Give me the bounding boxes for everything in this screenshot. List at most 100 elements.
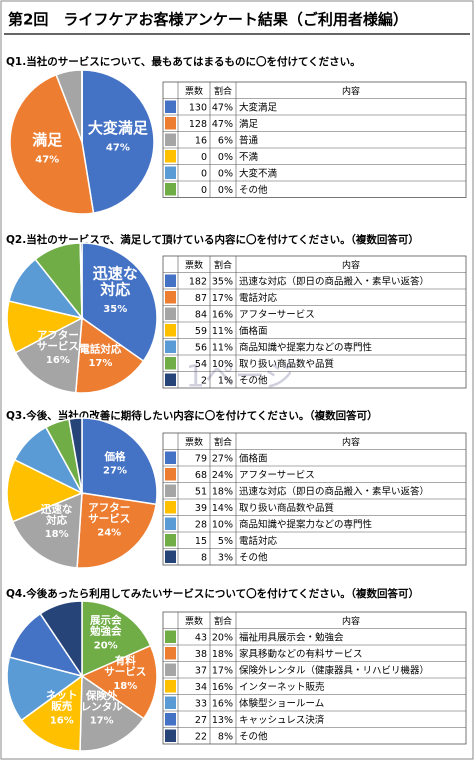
count: 37 (195, 665, 207, 676)
slice-label: ネット販売 (46, 690, 78, 713)
legend-swatch (165, 307, 176, 320)
slice-label-line: 勉強会 (89, 625, 122, 638)
category: その他 (239, 184, 268, 196)
share: 0% (218, 168, 233, 179)
legend-swatch (165, 713, 176, 726)
slice-label-line: 保険外 (85, 689, 118, 702)
pie-slice (79, 242, 83, 319)
share: 16% (212, 682, 233, 693)
slice-label-line: 有料 (115, 654, 136, 667)
count: 128 (189, 119, 207, 130)
count: 68 (195, 470, 207, 481)
legend-swatch (165, 501, 176, 514)
category: 迅速な対応（即日の商品搬入・素早い返答） (239, 485, 429, 497)
share: 5% (218, 536, 233, 547)
slice-label: 迅速な対応 (41, 502, 73, 526)
slice-share: 20% (94, 640, 118, 651)
category: 不満 (239, 152, 259, 163)
pie-slice (81, 242, 158, 363)
table-header: 割合 (214, 436, 232, 448)
table-header: 内容 (342, 259, 360, 271)
count: 51 (195, 486, 207, 497)
slice-label: 満足 (32, 131, 63, 149)
pie-slice (81, 417, 158, 506)
share: 0% (218, 185, 233, 196)
share: 11% (212, 326, 233, 337)
slice-label: 大変満足 (88, 118, 149, 136)
table-header: 票数 (185, 259, 203, 271)
share: 1% (218, 375, 233, 386)
category: 価格面 (239, 325, 268, 337)
legend-swatch (165, 291, 176, 304)
slice-share: 35% (103, 304, 127, 315)
category: アフターサービス (239, 470, 315, 481)
slice-label-line: 迅速な (93, 264, 138, 282)
legend-swatch (165, 324, 176, 337)
legend-swatch (165, 468, 176, 481)
slice-label: 迅速な対応 (93, 264, 138, 298)
question: Q1.当社のサービスについて、最もあてはまるものに〇を付けてください。 (6, 55, 361, 68)
share: 47% (212, 102, 233, 113)
legend-swatch (165, 663, 176, 676)
category: 商品知識や提案力などの専門性 (239, 518, 373, 530)
legend-swatch (165, 150, 176, 163)
pie-slice (79, 674, 145, 752)
legend-swatch (165, 550, 176, 563)
category: その他 (239, 730, 268, 742)
table-header: 票数 (185, 615, 203, 627)
category: 電話対応 (239, 535, 278, 547)
slice-label-line: 迅速な (41, 502, 73, 515)
table-header: 内容 (342, 436, 360, 448)
table-header: 票数 (185, 436, 203, 448)
slice-label-line: 大変満足 (88, 118, 149, 136)
legend-swatch (165, 100, 176, 113)
slice-label-line: ネット (46, 690, 78, 702)
count: 27 (195, 715, 207, 726)
count: 8 (201, 552, 207, 563)
count: 79 (195, 453, 207, 464)
slice-label: アフターサービス (37, 329, 79, 352)
category: 電話対応 (239, 292, 278, 304)
category: 価格面 (239, 452, 268, 464)
pie-slice (81, 600, 152, 678)
slice-label-line: サービス (37, 339, 79, 352)
pie-slice (80, 644, 158, 720)
count: 84 (195, 309, 207, 320)
legend-swatch (165, 484, 176, 497)
slice-label: 価格 (104, 450, 126, 463)
legend-swatch (165, 117, 176, 130)
share: 11% (212, 342, 233, 353)
category: 保険外レンタル（健康器具・リハビリ機器） (239, 664, 429, 676)
slice-share: 18% (113, 681, 137, 692)
count: 0 (201, 185, 207, 196)
slice-label: 電話対応 (79, 343, 121, 356)
category: 家具移動などの有料サービス (239, 648, 363, 660)
share: 24% (212, 470, 233, 481)
count: 22 (195, 731, 207, 742)
share: 27% (212, 453, 233, 464)
pie-slice (6, 458, 84, 523)
slice-label-line: 満足 (32, 131, 63, 149)
share: 47% (212, 119, 233, 130)
legend-swatch (165, 274, 176, 287)
slice-share: 47% (106, 142, 130, 153)
category: 取り扱い商品数や品質 (239, 358, 334, 370)
pie-slice (39, 600, 83, 679)
category: 大変満足 (239, 101, 278, 113)
pie-slice (6, 656, 84, 722)
question: Q3.今後、当社の改善に期待したい内容に〇を付けてください。（複数回答可） (6, 409, 378, 422)
legend-swatch (165, 340, 176, 353)
slice-share: 18% (45, 529, 69, 540)
slice-share: 47% (35, 155, 59, 166)
count: 38 (195, 649, 207, 660)
table-frame (162, 81, 467, 198)
slice-label-line: アフター (88, 502, 130, 514)
category: その他 (239, 551, 268, 563)
legend-swatch (165, 696, 176, 709)
category: 体験型ショールーム (239, 697, 324, 709)
legend-swatch (165, 729, 176, 742)
slice-label: アフターサービス (88, 502, 130, 525)
legend-swatch (165, 133, 176, 146)
slice-share: 16% (50, 715, 74, 726)
